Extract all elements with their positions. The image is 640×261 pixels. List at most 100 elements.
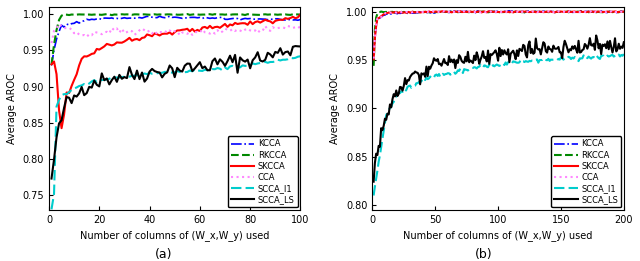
Line: KCCA: KCCA	[51, 16, 300, 65]
KCCA	[296, 18, 304, 21]
CCA	[380, 13, 387, 16]
SKCCA	[416, 11, 424, 14]
SCCA_l1	[196, 69, 204, 72]
KCCA	[95, 17, 103, 20]
SKCCA	[564, 9, 572, 13]
KCCA	[385, 12, 392, 15]
SKCCA	[287, 16, 294, 20]
SCCA_LS	[176, 69, 184, 72]
CCA	[296, 25, 304, 28]
CCA	[440, 9, 448, 13]
RKCCA	[370, 64, 378, 67]
Line: SCCA_LS: SCCA_LS	[374, 35, 624, 182]
RKCCA	[428, 10, 435, 13]
SCCA_LS	[380, 124, 387, 127]
Line: SCCA_l1: SCCA_l1	[374, 54, 624, 195]
CCA	[55, 22, 63, 26]
SCCA_l1	[106, 77, 113, 80]
SCCA_l1	[598, 54, 606, 57]
RKCCA	[380, 11, 387, 14]
RKCCA	[176, 13, 184, 16]
CCA	[436, 10, 444, 13]
CCA	[179, 31, 186, 34]
SCCA_l1	[284, 58, 292, 61]
SKCCA	[179, 28, 186, 31]
KCCA	[106, 17, 113, 20]
KCCA	[370, 52, 378, 55]
SCCA_LS	[385, 113, 392, 116]
Line: SCCA_LS: SCCA_LS	[51, 46, 300, 179]
SCCA_l1	[95, 78, 103, 81]
CCA	[198, 28, 206, 31]
X-axis label: Number of columns of (W_x,W_y) used: Number of columns of (W_x,W_y) used	[403, 230, 593, 241]
CCA	[385, 11, 392, 15]
SKCCA	[380, 13, 387, 16]
SKCCA	[58, 127, 65, 130]
SCCA_l1	[416, 80, 424, 84]
SCCA_LS	[609, 51, 616, 54]
SKCCA	[385, 11, 392, 14]
SCCA_LS	[292, 45, 300, 48]
RKCCA	[296, 13, 304, 16]
SKCCA	[98, 46, 106, 50]
KCCA	[47, 64, 55, 67]
SKCCA	[198, 26, 206, 29]
CCA	[108, 26, 116, 29]
SKCCA	[370, 58, 378, 61]
SCCA_l1	[436, 75, 444, 79]
CCA	[416, 11, 424, 14]
Line: RKCCA: RKCCA	[374, 11, 624, 66]
RKCCA	[95, 13, 103, 16]
KCCA	[600, 10, 607, 13]
SCCA_LS	[296, 45, 304, 48]
RKCCA	[106, 13, 113, 16]
SKCCA	[600, 10, 607, 14]
SCCA_l1	[370, 194, 378, 197]
Line: CCA: CCA	[51, 24, 300, 43]
SCCA_LS	[620, 41, 628, 44]
Line: CCA: CCA	[374, 11, 624, 59]
SKCCA	[296, 13, 304, 16]
SCCA_LS	[436, 62, 444, 65]
Text: (b): (b)	[474, 248, 492, 261]
CCA	[47, 41, 55, 45]
CCA	[287, 25, 294, 28]
SCCA_LS	[370, 180, 378, 183]
SCCA_l1	[176, 70, 184, 73]
SKCCA	[279, 18, 287, 21]
SCCA_l1	[385, 108, 392, 111]
SCCA_LS	[600, 44, 607, 48]
CCA	[98, 33, 106, 36]
SCCA_l1	[380, 129, 387, 132]
SCCA_l1	[276, 59, 284, 62]
RKCCA	[385, 10, 392, 13]
SKCCA	[108, 44, 116, 47]
CCA	[620, 10, 628, 14]
SCCA_l1	[607, 54, 615, 57]
KCCA	[380, 14, 387, 17]
SKCCA	[620, 10, 628, 13]
Legend: KCCA, RKCCA, SKCCA, CCA, SCCA_l1, SCCA_LS: KCCA, RKCCA, SKCCA, CCA, SCCA_l1, SCCA_L…	[228, 136, 298, 207]
RKCCA	[47, 63, 55, 67]
RKCCA	[279, 13, 287, 16]
RKCCA	[287, 13, 294, 16]
X-axis label: Number of columns of (W_x,W_y) used: Number of columns of (W_x,W_y) used	[80, 230, 269, 241]
SCCA_l1	[296, 55, 304, 58]
KCCA	[609, 10, 616, 14]
RKCCA	[416, 10, 424, 13]
SCCA_LS	[276, 47, 284, 50]
KCCA	[179, 17, 186, 20]
RKCCA	[620, 10, 628, 14]
SKCCA	[47, 63, 55, 66]
RKCCA	[184, 13, 191, 16]
RKCCA	[438, 10, 445, 13]
KCCA	[279, 18, 287, 21]
Line: RKCCA: RKCCA	[51, 14, 300, 65]
Legend: KCCA, RKCCA, SKCCA, CCA, SCCA_l1, SCCA_LS: KCCA, RKCCA, SKCCA, CCA, SCCA_l1, SCCA_L…	[551, 136, 621, 207]
SCCA_l1	[47, 208, 55, 211]
Line: SKCCA: SKCCA	[51, 14, 300, 128]
SCCA_LS	[196, 61, 204, 64]
KCCA	[166, 15, 173, 18]
SCCA_LS	[95, 85, 103, 88]
SCCA_LS	[284, 50, 292, 53]
